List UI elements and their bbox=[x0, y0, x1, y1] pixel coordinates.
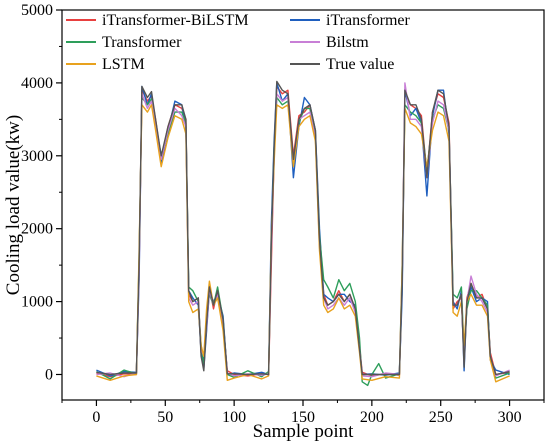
legend-item-1: iTransformer bbox=[290, 12, 411, 29]
x-tick-label: 300 bbox=[498, 409, 522, 426]
series-line-4 bbox=[96, 104, 510, 383]
legend-label: True value bbox=[326, 56, 394, 73]
plot-lines bbox=[96, 80, 510, 387]
x-tick-label: 50 bbox=[157, 409, 173, 426]
legend: iTransformer-BiLSTM iTransformer Transform… bbox=[66, 12, 411, 73]
legend-item-2: Transformer bbox=[66, 34, 182, 51]
legend-item-0: iTransformer-BiLSTM bbox=[66, 12, 249, 29]
y-tick-label: 5000 bbox=[21, 2, 53, 19]
legend-label: iTransformer-BiLSTM bbox=[102, 12, 249, 29]
legend-label: iTransformer bbox=[326, 12, 411, 29]
legend-label: Bilstm bbox=[326, 34, 369, 51]
y-tick-label: 4000 bbox=[21, 75, 53, 92]
y-tick-label: 2000 bbox=[21, 221, 53, 238]
x-axis-title: Sample point bbox=[253, 421, 355, 442]
legend-item-4: LSTM bbox=[66, 56, 145, 73]
y-axis-title: Cooling load value(kw) bbox=[3, 115, 24, 295]
x-tick-label: 0 bbox=[92, 409, 100, 426]
y-tick-label: 0 bbox=[45, 366, 53, 383]
series-line-0 bbox=[96, 85, 510, 378]
y-tick-label: 3000 bbox=[21, 148, 53, 165]
series-line-5 bbox=[96, 80, 510, 376]
y-tick-label: 1000 bbox=[21, 294, 53, 311]
legend-item-3: Bilstm bbox=[290, 34, 369, 51]
x-tick-label: 250 bbox=[429, 409, 453, 426]
legend-label: Transformer bbox=[102, 34, 182, 51]
x-tick-label: 150 bbox=[291, 409, 315, 426]
x-tick-label: 200 bbox=[360, 409, 384, 426]
x-tick-label: 100 bbox=[222, 409, 246, 426]
legend-label: LSTM bbox=[102, 56, 145, 73]
legend-item-5: True value bbox=[290, 56, 394, 73]
series-line-3 bbox=[96, 82, 510, 378]
